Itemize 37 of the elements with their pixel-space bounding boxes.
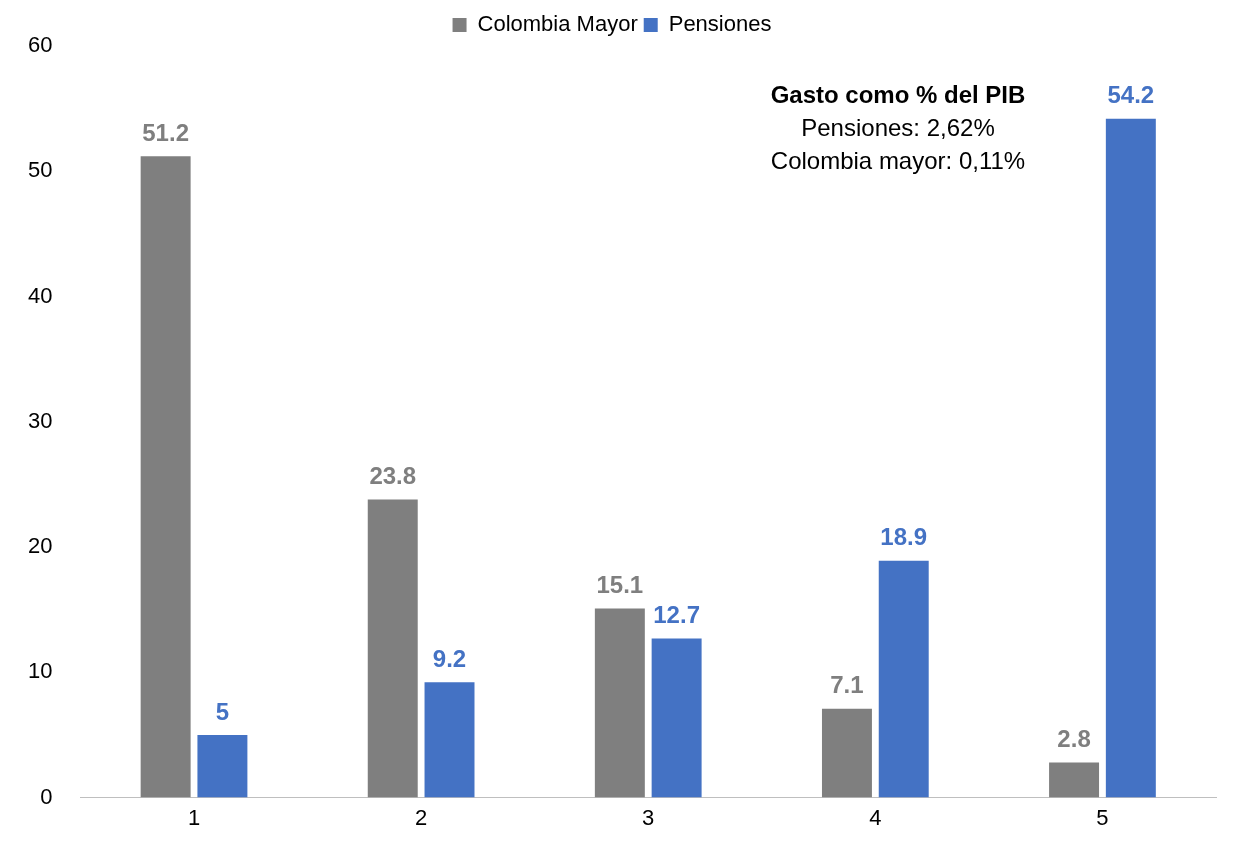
data-label: 18.9 <box>880 523 928 551</box>
data-label: 12.7 <box>653 601 700 629</box>
y-tick-label: 10 <box>27 658 53 684</box>
y-tick-label: 40 <box>27 282 53 308</box>
data-label: 51.2 <box>142 118 189 146</box>
data-label: 7.1 <box>830 671 864 699</box>
legend-label: Colombia Mayor <box>477 11 638 37</box>
y-tick-label: 60 <box>27 32 53 58</box>
data-label: 15.1 <box>596 571 644 599</box>
annotation: Gasto como % del PIB <box>769 80 1027 110</box>
x-tick-label: 5 <box>1096 804 1109 830</box>
y-tick-label: 50 <box>27 157 53 183</box>
x-tick-label: 4 <box>869 804 882 830</box>
bar <box>140 156 191 798</box>
bar <box>878 560 929 798</box>
bar <box>594 608 645 798</box>
bar <box>821 708 872 798</box>
x-tick-label: 3 <box>642 804 655 830</box>
x-tick-label: 1 <box>187 804 201 830</box>
bar <box>1105 118 1156 798</box>
y-tick-label: 20 <box>27 533 53 559</box>
bar <box>424 682 475 798</box>
annotation: Pensiones: 2,62% <box>800 113 996 143</box>
data-label: 54.2 <box>1107 81 1155 109</box>
x-tick-label: 2 <box>415 804 428 830</box>
bar <box>367 499 418 798</box>
bar <box>1049 762 1100 798</box>
data-label: 2.8 <box>1057 725 1091 753</box>
bar <box>651 638 702 798</box>
y-tick-label: 0 <box>40 783 53 809</box>
y-tick-label: 30 <box>27 407 53 433</box>
annotation: Colombia mayor: 0,11% <box>769 146 1027 176</box>
legend-label: Pensiones <box>668 11 772 37</box>
data-label: 5 <box>215 697 230 725</box>
data-label: 9.2 <box>432 644 467 672</box>
data-label: 23.8 <box>369 462 417 490</box>
bar <box>197 734 248 798</box>
